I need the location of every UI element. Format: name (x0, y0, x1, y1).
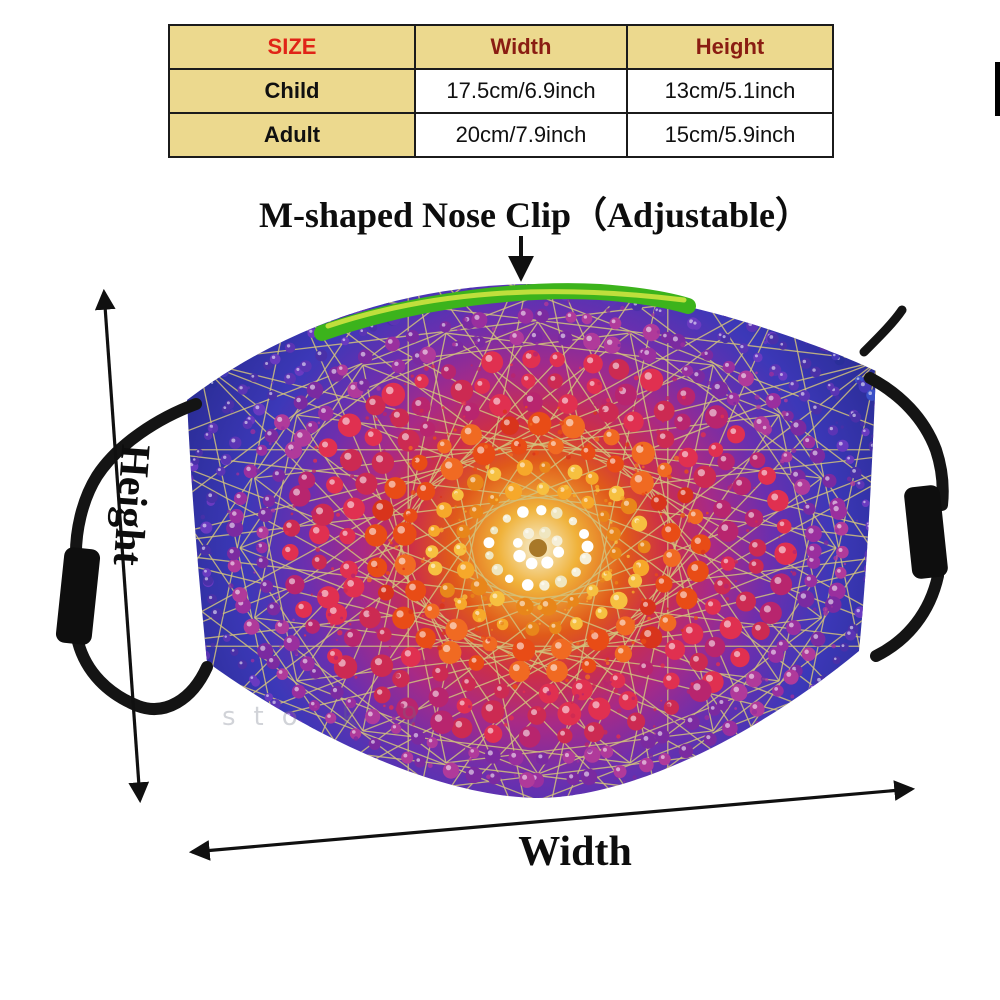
row-label-child: Child (168, 68, 416, 114)
right-strap-lower (870, 570, 944, 662)
size-table: SIZE Width Height Child 17.5cm/6.9inch 1… (168, 24, 834, 158)
child-width-value: 17.5cm/6.9inch (414, 68, 628, 114)
table-header-width: Width (414, 24, 628, 70)
right-strap-upper (864, 372, 949, 511)
left-strap-lower (72, 636, 213, 715)
adult-width-value: 20cm/7.9inch (414, 112, 628, 158)
child-height-value: 13cm/5.1inch (626, 68, 834, 114)
left-strap-adjuster (55, 547, 101, 645)
row-label-adult: Adult (168, 112, 416, 158)
table-row-child: Child 17.5cm/6.9inch 13cm/5.1inch (168, 68, 834, 114)
edge-artifact (995, 62, 1000, 116)
width-arrow (188, 780, 916, 861)
adult-height-value: 15cm/5.9inch (626, 112, 834, 158)
table-header-height: Height (626, 24, 834, 70)
table-row-adult: Adult 20cm/7.9inch 15cm/5.9inch (168, 112, 834, 158)
height-arrow (94, 288, 150, 804)
nose-clip-label: M-shaped Nose Clip（Adjustable） (258, 195, 812, 235)
width-dimension-label: Width (518, 829, 632, 875)
table-header-size: SIZE (168, 24, 416, 70)
nose-clip (314, 283, 696, 341)
height-dimension-label: Height (103, 442, 159, 568)
right-strap-adjuster (904, 485, 948, 579)
table-header-row: SIZE Width Height (168, 24, 834, 70)
right-strap-top (859, 305, 907, 357)
